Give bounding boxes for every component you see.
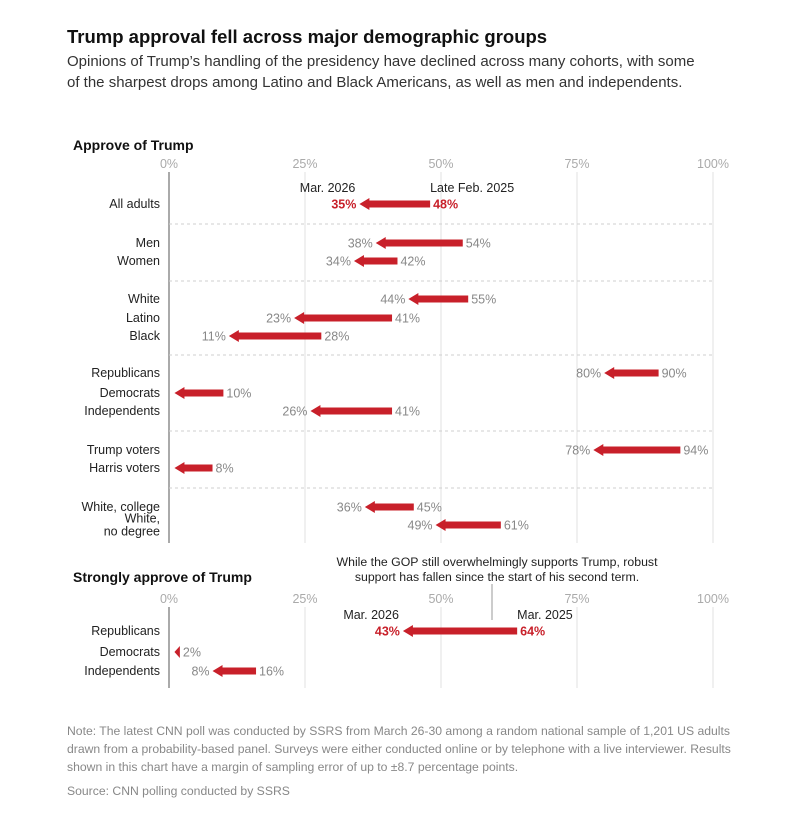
strongly-tick-label: 50% [428, 592, 453, 606]
approve-end-value-label: 49% [408, 519, 433, 533]
approve-row-label: Black [129, 329, 160, 343]
approve-start-value-label: 54% [466, 237, 491, 251]
approve-arrow [310, 405, 393, 417]
approve-arrow [174, 462, 213, 474]
gop-annotation: While the GOP still overwhelmingly suppo… [336, 555, 658, 584]
approve-series-label-end: Mar. 2026 [300, 181, 356, 195]
approve-arrow [604, 367, 659, 379]
approve-end-value-label: 26% [282, 405, 307, 419]
strongly-row-label: Democrats [100, 645, 160, 659]
strongly-start-value-label: 64% [520, 625, 545, 639]
approve-start-value-label: 28% [324, 330, 349, 344]
approve-start-value-label: 45% [417, 501, 442, 515]
strongly-series-label-end: Mar. 2026 [343, 608, 399, 622]
approve-end-value-label: 44% [380, 293, 405, 307]
approve-start-value-label: 94% [683, 444, 708, 458]
approve-end-value-label: 34% [326, 255, 351, 269]
approve-row-label: White, college [81, 500, 160, 514]
approve-series-label-start: Late Feb. 2025 [430, 181, 514, 195]
strongly-row-label: Republicans [91, 624, 160, 638]
approve-arrow [228, 330, 322, 342]
strongly-tick-label: 100% [697, 592, 729, 606]
strongly-end-value-label: 43% [375, 625, 400, 639]
section-title-strongly-approve: Strongly approve of Trump [73, 569, 252, 585]
approve-tick-label: 50% [428, 157, 453, 171]
strongly-arrow [402, 625, 518, 637]
approve-start-value-label: 90% [662, 367, 687, 381]
strongly-row-label: Independents [84, 664, 160, 678]
approve-row-label: Harris voters [89, 461, 160, 475]
approve-row-label: Independents [84, 404, 160, 418]
approve-arrow [435, 519, 501, 531]
strongly-start-value-label: 16% [259, 665, 284, 679]
approve-start-value-label: 41% [395, 405, 420, 419]
approve-start-value-label: 8% [216, 462, 234, 476]
approve-end-value-label: 36% [337, 501, 362, 515]
arrow-chart: 0% 25% 50% 75% 100% Late Feb. 2025 Mar. 2026 Al… [81, 157, 729, 688]
approve-start-value-label: 41% [395, 312, 420, 326]
source-line: Source: CNN polling conducted by SSRS [67, 784, 290, 798]
strongly-tick-label: 25% [292, 592, 317, 606]
approve-row-label: White, no degree [104, 512, 160, 539]
approve-end-value-label: 23% [266, 312, 291, 326]
strongly-arrow [212, 665, 257, 677]
approve-arrow [294, 312, 393, 324]
approve-arrow [375, 237, 463, 249]
approve-row-label: White [128, 292, 160, 306]
approve-end-value-label: 35% [331, 198, 356, 212]
strongly-start-value-label: 2% [183, 646, 201, 660]
approve-start-value-label: 48% [433, 198, 458, 212]
approve-row-label: Men [136, 236, 160, 250]
approve-end-value-label: 80% [576, 367, 601, 381]
approve-end-value-label: 38% [348, 237, 373, 251]
approve-tick-label: 75% [564, 157, 589, 171]
approve-tick-label: 25% [292, 157, 317, 171]
approve-start-value-label: 55% [471, 293, 496, 307]
approve-tick-label: 100% [697, 157, 729, 171]
strongly-tick-label: 0% [160, 592, 178, 606]
approve-start-value-label: 10% [226, 387, 251, 401]
section-title-approve: Approve of Trump [73, 137, 194, 153]
approve-arrow [408, 293, 469, 305]
approve-arrow [593, 444, 681, 456]
footnote: Note: The latest CNN poll was conducted … [67, 724, 731, 774]
approve-start-value-label: 42% [400, 255, 425, 269]
chart-title: Trump approval fell across major demogra… [67, 26, 548, 47]
strongly-series-label-start: Mar. 2025 [517, 608, 573, 622]
chart-subtitle: Opinions of Trump’s handling of the pres… [67, 53, 695, 91]
approve-row-label: Latino [126, 311, 160, 325]
approve-end-value-label: 78% [565, 444, 590, 458]
approve-arrow [364, 501, 414, 513]
approve-row-label: Trump voters [87, 443, 160, 457]
approve-arrow [174, 387, 224, 399]
approve-row-label: Democrats [100, 386, 160, 400]
approve-arrow [359, 198, 431, 210]
approve-start-value-label: 61% [504, 519, 529, 533]
strongly-end-value-label: 8% [191, 665, 209, 679]
strongly-arrow [174, 646, 180, 658]
approve-row-label: All adults [109, 197, 160, 211]
approve-row-label: Women [117, 254, 160, 268]
approve-row-label: Republicans [91, 366, 160, 380]
approve-end-value-label: 11% [202, 330, 226, 344]
approve-tick-label: 0% [160, 157, 178, 171]
approve-arrow [353, 255, 398, 267]
strongly-tick-label: 75% [564, 592, 589, 606]
